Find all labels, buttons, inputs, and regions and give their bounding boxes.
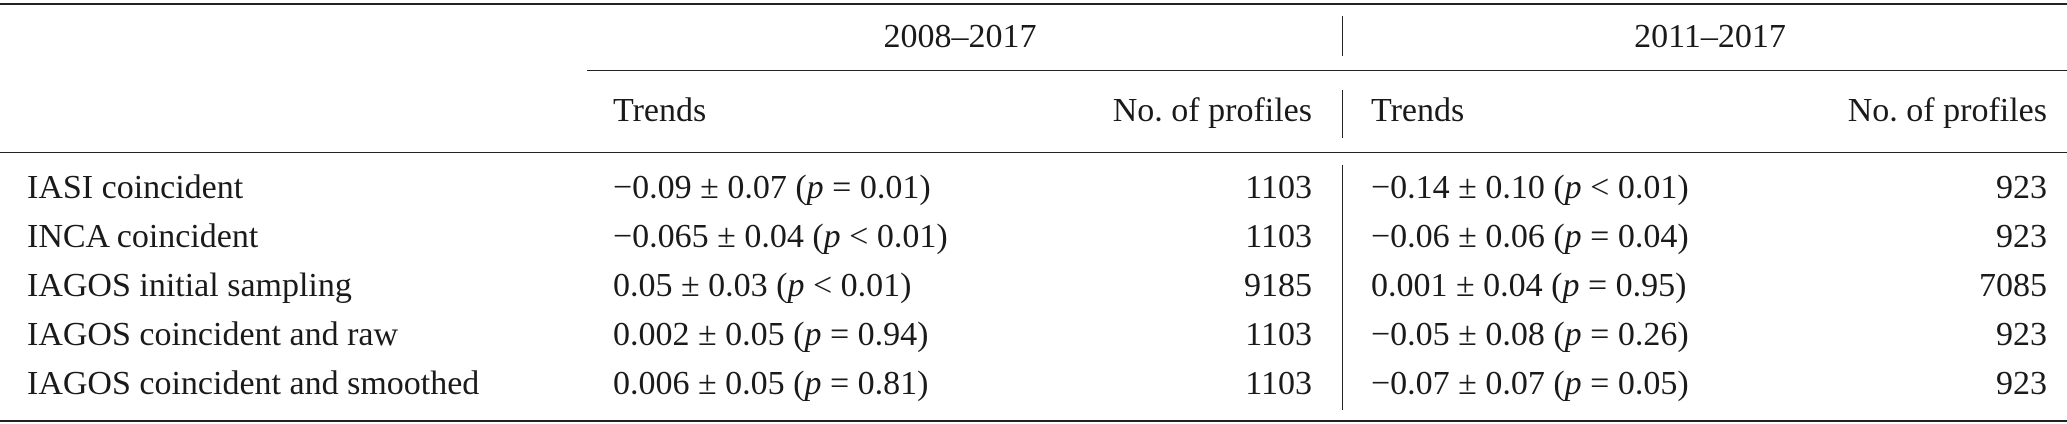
profile-count: 923 xyxy=(1996,365,2047,402)
trend: −0.14 ± 0.10 (p < 0.01) xyxy=(1371,169,1689,206)
subheader: No. of profiles xyxy=(1847,92,2047,129)
group-rule xyxy=(587,70,2067,71)
profile-count: 9185 xyxy=(1244,267,1312,304)
row-label: IAGOS coincident and raw xyxy=(27,316,399,353)
top-rule xyxy=(0,3,2067,5)
trend: −0.065 ± 0.04 (p < 0.01) xyxy=(613,218,948,255)
row-label: IAGOS initial sampling xyxy=(27,267,352,304)
subheader: Trends xyxy=(613,92,707,129)
divider xyxy=(1342,90,1343,138)
trend: −0.06 ± 0.06 (p = 0.04) xyxy=(1371,218,1689,255)
profile-count: 923 xyxy=(1996,218,2047,255)
profile-count: 1103 xyxy=(1245,365,1312,402)
header-rule xyxy=(0,152,2067,153)
divider xyxy=(1342,165,1343,410)
trend: −0.05 ± 0.08 (p = 0.26) xyxy=(1371,316,1689,353)
bottom-rule xyxy=(0,420,2067,422)
profile-count: 1103 xyxy=(1245,316,1312,353)
row-label: INCA coincident xyxy=(27,218,259,255)
subheader: No. of profiles xyxy=(1112,92,1312,129)
divider xyxy=(1342,16,1343,56)
profile-count: 1103 xyxy=(1245,218,1312,255)
trend: −0.07 ± 0.07 (p = 0.05) xyxy=(1371,365,1689,402)
trend: 0.006 ± 0.05 (p = 0.81) xyxy=(613,365,929,402)
trend: 0.05 ± 0.03 (p < 0.01) xyxy=(613,267,912,304)
profile-count: 7085 xyxy=(1979,267,2047,304)
profile-count: 1103 xyxy=(1245,169,1312,206)
row-label: IASI coincident xyxy=(27,169,244,206)
row-label: IAGOS coincident and smoothed xyxy=(27,365,480,402)
profile-count: 923 xyxy=(1996,169,2047,206)
trend: 0.001 ± 0.04 (p = 0.95) xyxy=(1371,267,1687,304)
group-header: 2008–2017 xyxy=(883,18,1037,55)
profile-count: 923 xyxy=(1996,316,2047,353)
trend: −0.09 ± 0.07 (p = 0.01) xyxy=(613,169,931,206)
subheader: Trends xyxy=(1371,92,1465,129)
group-header: 2011–2017 xyxy=(1634,18,1786,55)
trend: 0.002 ± 0.05 (p = 0.94) xyxy=(613,316,929,353)
